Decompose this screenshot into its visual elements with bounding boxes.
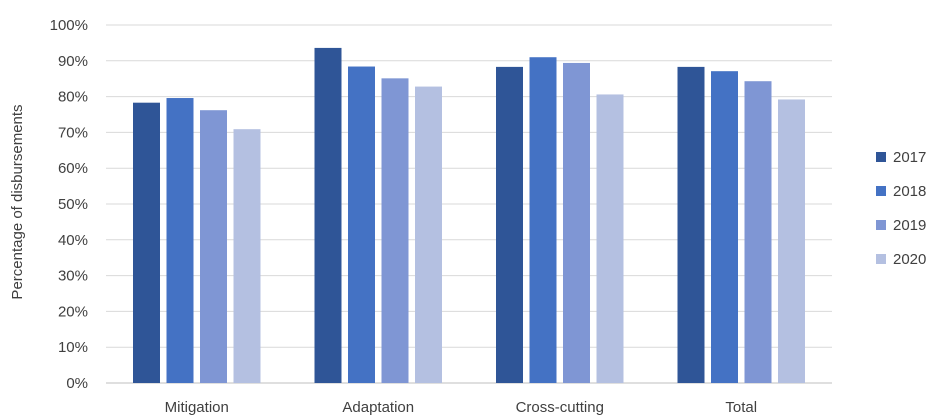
y-tick-label: 70%: [58, 124, 88, 141]
bar-cross-cutting-2017: [496, 66, 523, 384]
bar-adaptation-2019: [381, 78, 409, 383]
y-tick-label: 30%: [58, 268, 88, 285]
bar-cross-cutting-2020: [596, 94, 624, 384]
y-tick-label: 50%: [58, 196, 88, 213]
bar-mitigation-2020: [233, 129, 261, 383]
legend-swatch: [876, 186, 886, 196]
bar-adaptation-2018: [348, 66, 375, 383]
x-tick-label: Adaptation: [342, 399, 414, 416]
bar-adaptation-2020: [415, 86, 442, 384]
legend-label: 2018: [893, 183, 926, 200]
legend-label: 2020: [893, 251, 926, 268]
bar-adaptation-2017: [314, 47, 342, 384]
legend-label: 2017: [893, 149, 926, 166]
y-tick-label: 40%: [58, 232, 88, 249]
bar-total-2019: [744, 81, 772, 384]
x-tick-label: Cross-cutting: [516, 399, 604, 416]
bar-cross-cutting-2018: [529, 57, 557, 383]
x-tick-label: Mitigation: [165, 399, 229, 416]
y-tick-label: 80%: [58, 89, 88, 106]
legend-swatch: [876, 152, 886, 162]
y-tick-label: 20%: [58, 303, 88, 320]
bar-cross-cutting-2019: [563, 62, 590, 383]
bar-mitigation-2018: [166, 98, 194, 384]
y-tick-label: 100%: [50, 17, 88, 34]
bar-total-2018: [711, 71, 738, 383]
bars: [133, 47, 805, 384]
x-tick-label: Total: [725, 399, 757, 416]
bar-mitigation-2019: [200, 110, 227, 383]
y-tick-label: 60%: [58, 160, 88, 177]
bar-mitigation-2017: [133, 102, 160, 383]
y-tick-label: 0%: [66, 375, 88, 392]
y-axis-ticks: 0% 10% 20% 30% 40% 50% 60% 70% 80% 90% 100%: [50, 17, 88, 392]
legend-swatch: [876, 254, 886, 264]
y-tick-label: 10%: [58, 339, 88, 356]
legend-swatch: [876, 220, 886, 230]
y-axis-title: Percentage of disbursements: [9, 104, 26, 299]
bar-total-2017: [677, 66, 705, 384]
y-tick-label: 90%: [58, 53, 88, 70]
legend-label: 2019: [893, 217, 926, 234]
x-axis-ticks: Mitigation Adaptation Cross-cutting Total: [165, 399, 757, 416]
legend: 2017 2018 2019 2020: [876, 149, 926, 268]
bar-total-2020: [778, 99, 805, 384]
